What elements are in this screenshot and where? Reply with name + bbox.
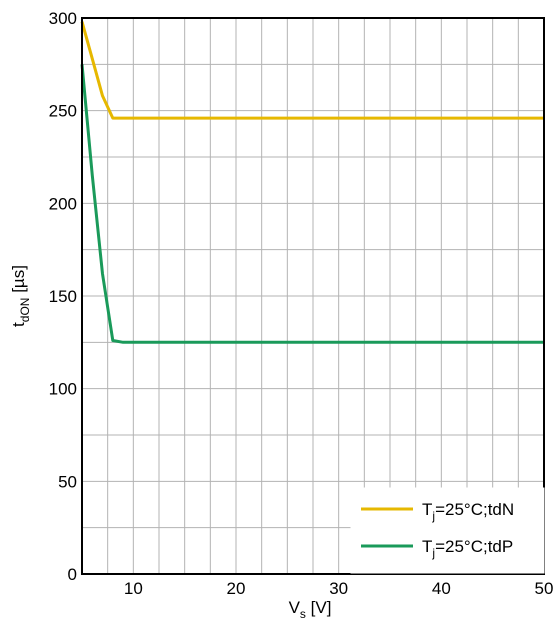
x-axis-title-unit: [V]: [306, 598, 332, 617]
plot-frame: [81, 17, 545, 575]
legend-label-tdN-main: T: [422, 500, 432, 519]
y-tick-label: 200: [49, 194, 77, 213]
y-tick-labels: 0 50 100 150 200 250 300: [49, 9, 77, 584]
x-tick-label: 10: [124, 579, 143, 598]
legend: Tj=25°C;tdN Tj=25°C;tdP: [350, 487, 545, 574]
y-axis-title-sub: dON: [18, 298, 32, 323]
y-tick-label: 300: [49, 9, 77, 28]
y-tick-label: 250: [49, 102, 77, 121]
series-line-0: [80, 21, 544, 120]
x-tick-label: 50: [535, 579, 554, 598]
x-axis-title-sub: s: [300, 607, 306, 621]
y-tick-label: 0: [68, 565, 77, 584]
y-tick-label: 100: [49, 380, 77, 399]
y-axis-title: tdON [µs]: [9, 265, 32, 327]
x-tick-label: 30: [329, 579, 348, 598]
legend-label-tdP-main: T: [422, 537, 432, 556]
series-line-1: [80, 64, 544, 344]
y-tick-label: 50: [58, 472, 77, 491]
x-axis-title-main: V: [289, 598, 301, 617]
x-tick-label: 20: [227, 579, 246, 598]
x-tick-labels: 10 20 30 40 50: [124, 579, 554, 598]
legend-label-tdN-rest: =25°C;tdN: [435, 500, 514, 519]
x-axis-title: Vs [V]: [289, 598, 332, 621]
y-tick-label: 150: [49, 287, 77, 306]
y-axis-title-unit: [µs]: [9, 265, 28, 297]
legend-label-tdP: Tj=25°C;tdP: [422, 537, 513, 560]
legend-label-tdP-sub: j: [431, 546, 435, 560]
y-axis-title-main: t: [9, 322, 28, 327]
legend-label-tdP-rest: =25°C;tdP: [435, 537, 513, 556]
legend-label-tdN-sub: j: [431, 509, 435, 523]
grid: [82, 18, 544, 574]
series-lines: [80, 21, 544, 344]
legend-label-tdN: Tj=25°C;tdN: [422, 500, 514, 523]
legend-box: [350, 487, 545, 574]
x-tick-label: 40: [432, 579, 451, 598]
